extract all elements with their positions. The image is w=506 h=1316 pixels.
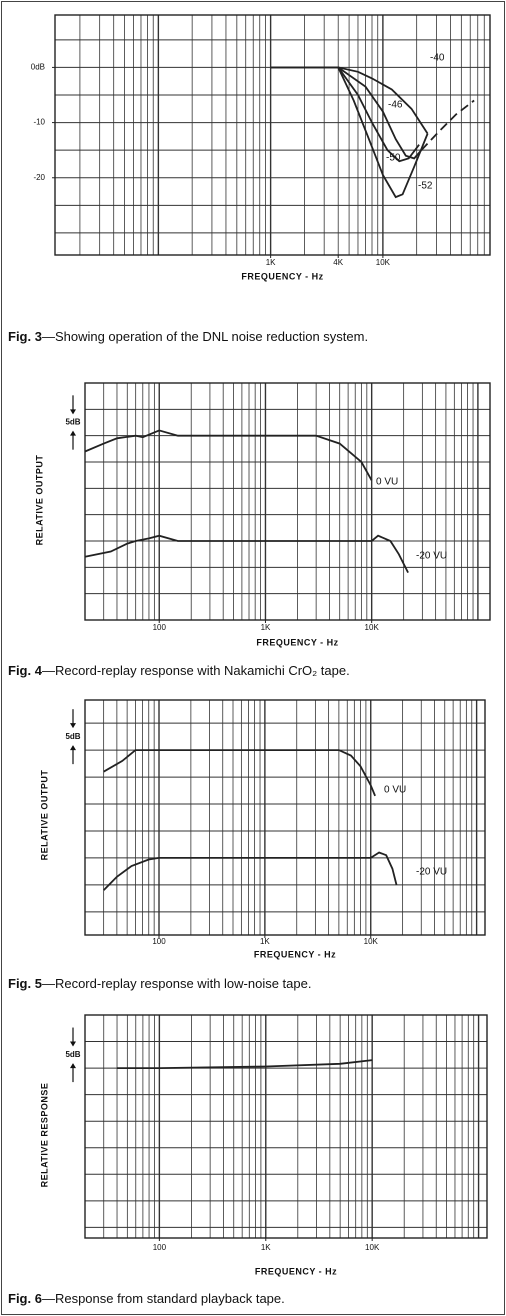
scale-label: 5dB	[65, 418, 80, 427]
curve	[270, 66, 429, 199]
curve-label: -20 VU	[416, 867, 447, 878]
x-tick-label: 1K	[260, 937, 270, 946]
scale-label: 5dB	[65, 1050, 80, 1059]
caption-label: Fig. 5	[8, 976, 42, 991]
x-axis-title: FREQUENCY - Hz	[255, 1266, 337, 1276]
curve	[117, 1059, 373, 1069]
curve	[84, 534, 409, 574]
curve-label: 0 VU	[376, 477, 398, 488]
scale-arrow	[70, 723, 76, 729]
curve-label: -20 VU	[416, 551, 447, 562]
x-tick-label: 100	[152, 937, 166, 946]
curve-label: -40	[430, 53, 445, 64]
x-axis-title: FREQUENCY - Hz	[254, 949, 336, 959]
x-tick-label: 10K	[364, 937, 379, 946]
curve	[103, 749, 376, 797]
plot-frame	[84, 699, 486, 936]
x-tick-label: 10K	[376, 258, 391, 267]
x-tick-label: 1K	[266, 258, 276, 267]
caption-text: —Showing operation of the DNL noise redu…	[42, 329, 368, 344]
scale-arrow	[70, 409, 76, 415]
caption-text: —Response from standard playback tape.	[42, 1291, 285, 1306]
curve-label: -50	[386, 153, 401, 164]
caption: Fig. 5—Record-replay response with low-n…	[8, 976, 311, 991]
curve-label: -52	[418, 181, 433, 192]
plot-frame	[54, 14, 491, 256]
scale-label: 5dB	[65, 732, 80, 741]
caption: Fig. 6—Response from standard playback t…	[8, 1291, 285, 1306]
x-tick-label: 100	[153, 623, 167, 632]
x-tick-label: 10K	[365, 623, 380, 632]
x-tick-label: 1K	[261, 1243, 271, 1252]
caption-label: Fig. 4	[8, 663, 43, 678]
y-axis-title: RELATIVE RESPONSE	[39, 1083, 49, 1188]
x-tick-label: 1K	[261, 623, 271, 632]
x-tick-label: 4K	[333, 258, 343, 267]
x-tick-label: 10K	[365, 1243, 380, 1252]
plot-frame	[84, 382, 491, 621]
caption-label: Fig. 3	[8, 329, 42, 344]
x-tick-label: 100	[153, 1243, 167, 1252]
scale-arrow	[70, 1041, 76, 1047]
curve-label: 0 VU	[384, 785, 406, 796]
y-tick-label: -20	[33, 173, 45, 182]
curve-label: -46	[388, 100, 403, 111]
y-axis-title: RELATIVE OUTPUT	[39, 770, 49, 861]
x-axis-title: FREQUENCY - Hz	[256, 637, 338, 647]
y-tick-label: -10	[33, 118, 45, 127]
scale-arrow	[70, 745, 76, 751]
curve	[102, 851, 398, 891]
curve	[420, 99, 475, 151]
caption-text: —Record-replay response with Nakamichi C…	[42, 663, 350, 678]
curve	[84, 429, 373, 481]
curve	[270, 66, 422, 160]
caption-text: —Record-replay response with low-noise t…	[42, 976, 312, 991]
y-tick-label: 0dB	[31, 63, 45, 72]
plot-frame	[84, 1014, 488, 1239]
scale-arrow	[70, 430, 76, 436]
y-axis-title: RELATIVE OUTPUT	[34, 455, 44, 546]
caption: Fig. 4—Record-replay response with Nakam…	[8, 663, 350, 678]
caption: Fig. 3—Showing operation of the DNL nois…	[8, 329, 368, 344]
caption-label: Fig. 6	[8, 1291, 42, 1306]
scale-arrow	[70, 1063, 76, 1069]
x-axis-title: FREQUENCY - Hz	[241, 271, 323, 281]
curve	[270, 66, 420, 163]
